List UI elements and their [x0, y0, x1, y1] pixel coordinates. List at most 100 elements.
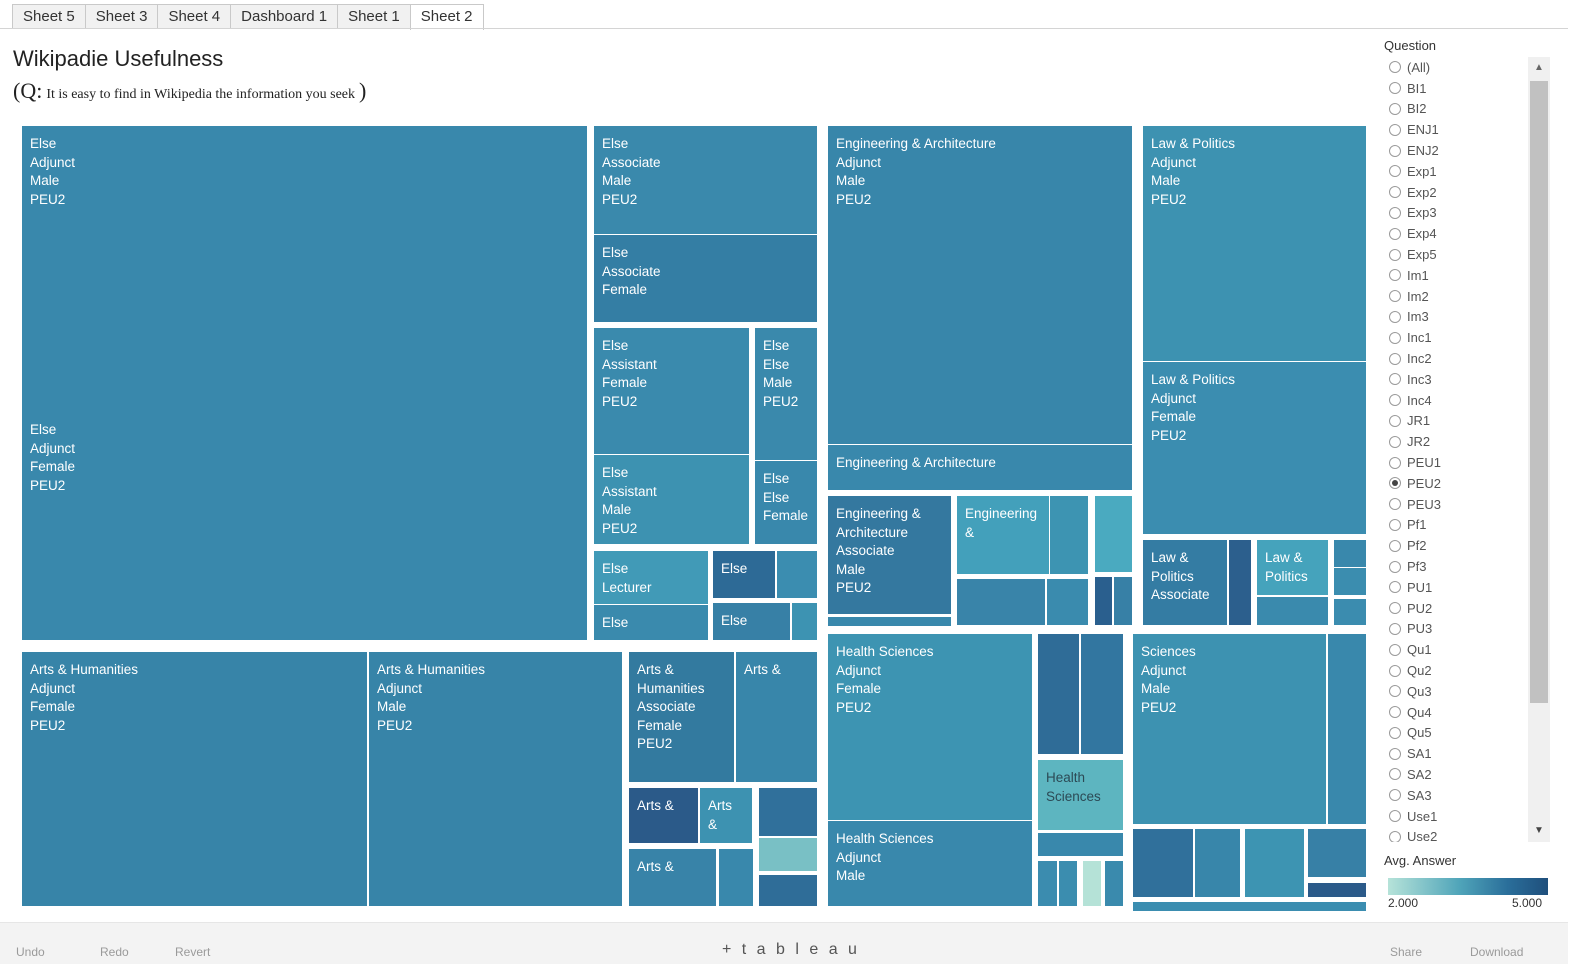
treemap-tile-eng-small-d[interactable]: [957, 579, 1045, 625]
radio-button-icon[interactable]: [1389, 435, 1401, 448]
tab-sheet-4[interactable]: Sheet 4: [157, 4, 232, 28]
filter-option-inc3[interactable]: Inc3: [1386, 369, 1526, 390]
treemap-tile-eng-adjunct-male[interactable]: Engineering & Architecture Adjunct Male PEU…: [828, 126, 1132, 444]
treemap-tile-law-small-d[interactable]: [1257, 597, 1328, 625]
treemap-tile-health-small-e[interactable]: [1059, 861, 1077, 906]
radio-button-icon[interactable]: [1389, 664, 1401, 677]
radio-button-icon[interactable]: [1389, 477, 1401, 490]
treemap-tile-law-adjunct-male[interactable]: Law & Politics Adjunct Male PEU2: [1143, 126, 1366, 361]
filter-option-pf3[interactable]: Pf3: [1386, 556, 1526, 577]
radio-button-icon[interactable]: [1389, 643, 1401, 656]
tab-dashboard-1[interactable]: Dashboard 1: [230, 4, 339, 28]
treemap-tile-else-lecturer[interactable]: Else Lecturer: [594, 551, 708, 604]
treemap-tile-health-small-f[interactable]: [1083, 861, 1101, 906]
treemap-tile-else-adjunct-female[interactable]: Else Adjunct Female PEU2: [22, 412, 587, 640]
treemap-tile-eng-small-e[interactable]: [1047, 579, 1088, 625]
treemap-tile-eng-small-c[interactable]: [1095, 496, 1132, 572]
radio-button-icon[interactable]: [1389, 102, 1401, 115]
filter-option-pu2[interactable]: PU2: [1386, 598, 1526, 619]
treemap-tile-health-sciences-b[interactable]: Health Sciences: [1038, 760, 1123, 830]
filter-option-jr2[interactable]: JR2: [1386, 431, 1526, 452]
tab-sheet-5[interactable]: Sheet 5: [12, 4, 86, 28]
treemap-tile-else-small-d[interactable]: Else: [713, 603, 790, 640]
treemap-tile-else-else-male[interactable]: Else Else Male PEU2: [755, 328, 817, 460]
treemap-tile-eng-associate-male[interactable]: Engineering & Architecture Associate Male PE…: [828, 496, 951, 614]
radio-button-icon[interactable]: [1389, 518, 1401, 531]
filter-option-bi1[interactable]: BI1: [1386, 78, 1526, 99]
treemap-tile-health-adjunct-female[interactable]: Health Sciences Adjunct Female PEU2: [828, 634, 1032, 820]
treemap-tile-sci-small-g[interactable]: [1133, 902, 1366, 911]
treemap-tile-sci-small-b[interactable]: [1133, 829, 1193, 897]
treemap-tile-else-associate-female[interactable]: Else Associate Female: [594, 235, 817, 322]
radio-button-icon[interactable]: [1389, 61, 1401, 74]
radio-button-icon[interactable]: [1389, 269, 1401, 282]
filter-option-use2[interactable]: Use2: [1386, 826, 1526, 842]
treemap-tile-else-small-e[interactable]: [792, 603, 817, 640]
radio-button-icon[interactable]: [1389, 186, 1401, 199]
treemap-tile-eng-architecture-b[interactable]: Engineering & Architecture: [828, 445, 1132, 490]
scroll-down-icon[interactable]: ▼: [1534, 825, 1544, 836]
filter-option-qu2[interactable]: Qu2: [1386, 660, 1526, 681]
tab-sheet-2[interactable]: Sheet 2: [409, 4, 484, 30]
radio-button-icon[interactable]: [1389, 352, 1401, 365]
treemap-tile-arts-small-b[interactable]: Arts &: [629, 788, 698, 843]
radio-button-icon[interactable]: [1389, 560, 1401, 573]
treemap-tile-arts-small-d[interactable]: [759, 788, 817, 836]
filter-option-pf1[interactable]: Pf1: [1386, 515, 1526, 536]
radio-button-icon[interactable]: [1389, 165, 1401, 178]
radio-button-icon[interactable]: [1389, 227, 1401, 240]
radio-button-icon[interactable]: [1389, 290, 1401, 303]
filter-option-enj2[interactable]: ENJ2: [1386, 140, 1526, 161]
treemap-tile-eng-small-f[interactable]: [1095, 577, 1112, 625]
treemap-tile-sci-small-a[interactable]: [1328, 634, 1366, 824]
treemap-tile-else-assistant-female[interactable]: Else Assistant Female PEU2: [594, 328, 749, 454]
filter-option-sa1[interactable]: SA1: [1386, 743, 1526, 764]
redo-button[interactable]: Redo: [100, 945, 129, 959]
treemap-tile-health-small-b[interactable]: [1081, 634, 1123, 754]
radio-button-icon[interactable]: [1389, 747, 1401, 760]
treemap-tile-arts-small-a[interactable]: Arts &: [736, 652, 817, 782]
treemap-tile-sci-small-d[interactable]: [1245, 829, 1304, 897]
scroll-up-icon[interactable]: ▲: [1534, 62, 1544, 73]
radio-button-icon[interactable]: [1389, 685, 1401, 698]
treemap-tile-law-small-c[interactable]: [1334, 568, 1366, 595]
radio-button-icon[interactable]: [1389, 706, 1401, 719]
filter-scrollbar[interactable]: ▲ ▼: [1528, 57, 1550, 842]
treemap-tile-law-adjunct-female[interactable]: Law & Politics Adjunct Female PEU2: [1143, 362, 1366, 534]
radio-button-icon[interactable]: [1389, 539, 1401, 552]
filter-option-use1[interactable]: Use1: [1386, 806, 1526, 827]
treemap-tile-law-small-e[interactable]: [1334, 599, 1366, 625]
treemap-tile-law-small-a[interactable]: [1229, 540, 1251, 625]
radio-button-icon[interactable]: [1389, 810, 1401, 823]
radio-button-icon[interactable]: [1389, 768, 1401, 781]
filter-option-sa3[interactable]: SA3: [1386, 785, 1526, 806]
radio-button-icon[interactable]: [1389, 144, 1401, 157]
filter-option-all[interactable]: (All): [1386, 57, 1526, 78]
treemap-tile-else-small-b[interactable]: [777, 551, 817, 598]
radio-button-icon[interactable]: [1389, 830, 1401, 842]
treemap-tile-else-adjunct-male[interactable]: Else Adjunct Male PEU2: [22, 126, 587, 412]
treemap-tile-health-adjunct-male[interactable]: Health Sciences Adjunct Male: [828, 821, 1032, 906]
radio-button-icon[interactable]: [1389, 622, 1401, 635]
radio-button-icon[interactable]: [1389, 498, 1401, 511]
treemap-tile-eng-small-g[interactable]: [1114, 577, 1132, 625]
filter-option-inc4[interactable]: Inc4: [1386, 390, 1526, 411]
treemap-tile-arts-small-f[interactable]: Arts &: [629, 849, 716, 906]
filter-option-peu1[interactable]: PEU1: [1386, 452, 1526, 473]
filter-option-pu1[interactable]: PU1: [1386, 577, 1526, 598]
radio-button-icon[interactable]: [1389, 726, 1401, 739]
revert-button[interactable]: Revert: [175, 945, 211, 959]
radio-button-icon[interactable]: [1389, 581, 1401, 594]
treemap-tile-arts-adjunct-female[interactable]: Arts & Humanities Adjunct Female PEU2: [22, 652, 367, 906]
treemap-tile-arts-associate-female[interactable]: Arts & Humanities Associate Female PEU2: [629, 652, 734, 782]
filter-option-exp1[interactable]: Exp1: [1386, 161, 1526, 182]
filter-option-inc1[interactable]: Inc1: [1386, 327, 1526, 348]
filter-option-bi2[interactable]: BI2: [1386, 99, 1526, 120]
radio-button-icon[interactable]: [1389, 373, 1401, 386]
download-button[interactable]: Download: [1470, 945, 1524, 959]
filter-option-jr1[interactable]: JR1: [1386, 411, 1526, 432]
undo-button[interactable]: Undo: [16, 945, 45, 959]
filter-option-im1[interactable]: Im1: [1386, 265, 1526, 286]
filter-option-enj1[interactable]: ENJ1: [1386, 119, 1526, 140]
treemap-tile-sci-small-e[interactable]: [1308, 829, 1366, 877]
